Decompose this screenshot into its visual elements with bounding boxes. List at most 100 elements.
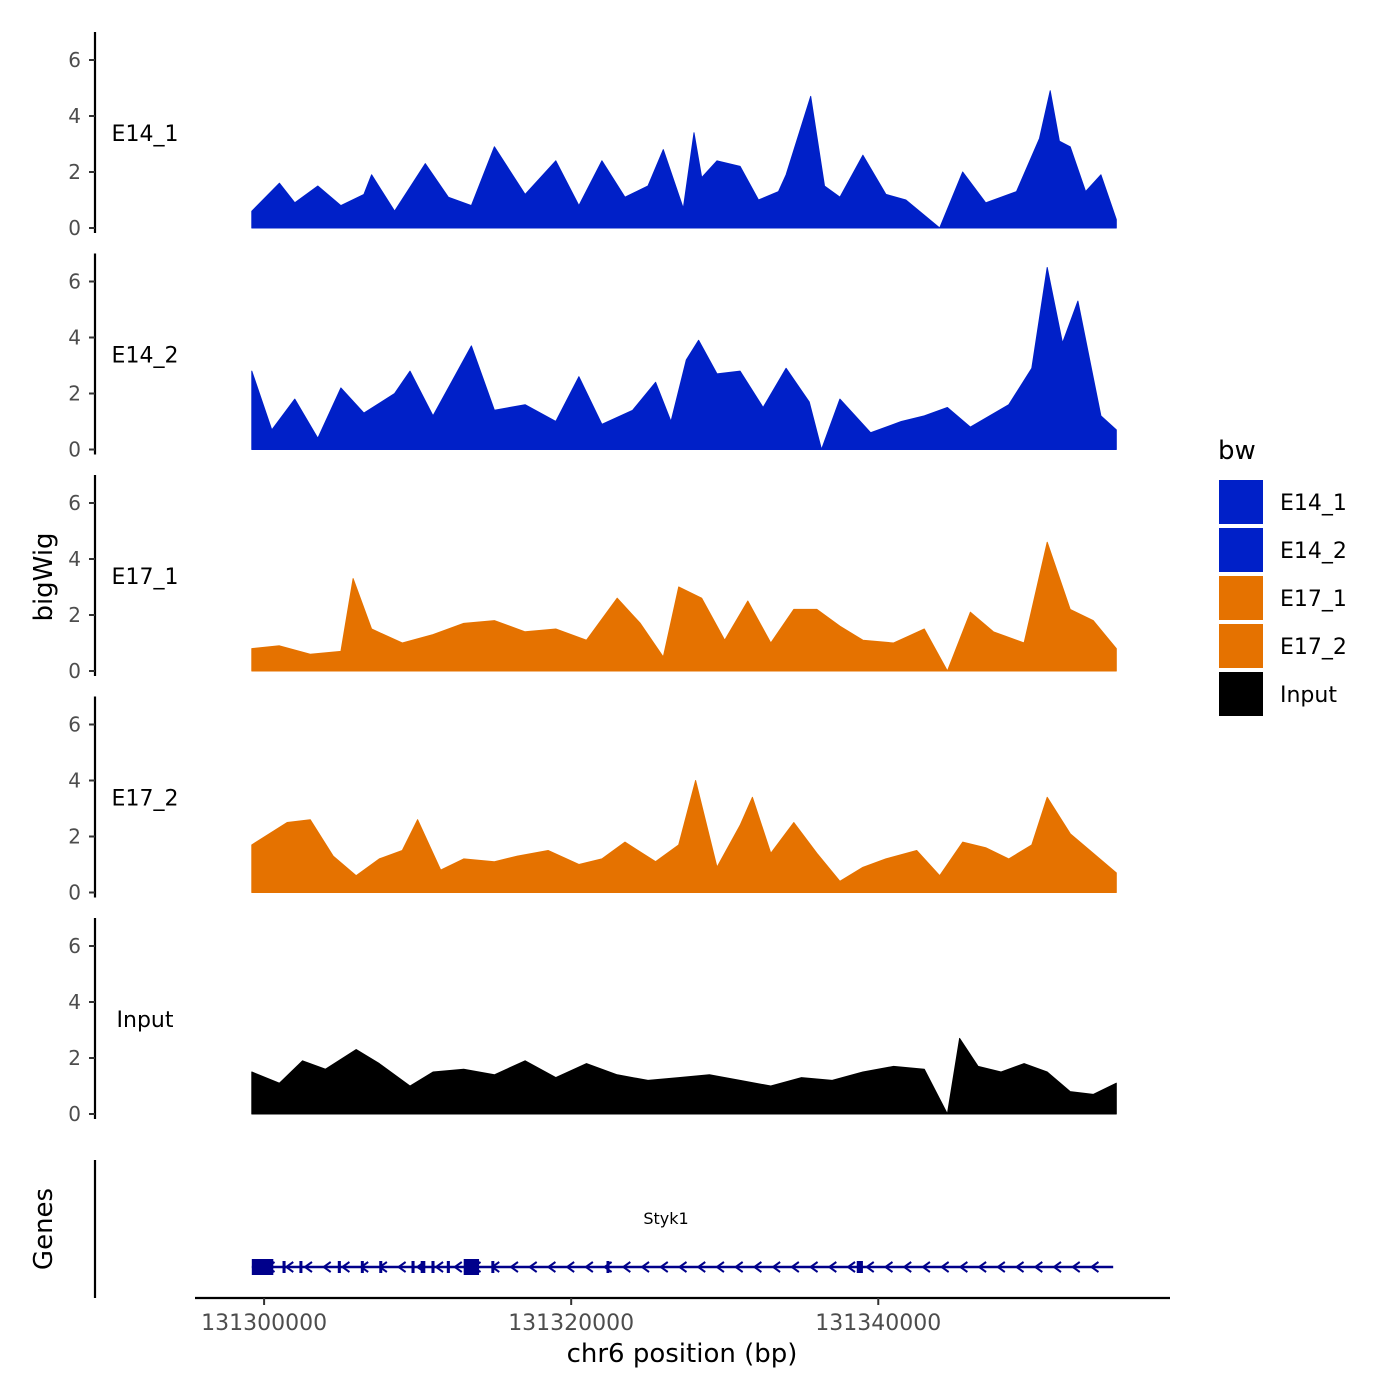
genes-panel-title: Genes: [29, 1188, 59, 1270]
coverage-area: [251, 1037, 1117, 1115]
y-tick-label: 0: [68, 1102, 81, 1126]
x-axis: chr6 position (bp) 131300000 131320000 131…: [195, 1296, 1170, 1369]
track-panel-e14-2: 0 2 4 6 E14_2: [68, 253, 1117, 462]
gene-exon: [463, 1259, 480, 1275]
strand-arrow: [752, 1261, 762, 1273]
y-tick-label: 2: [68, 382, 81, 406]
strand-arrow: [527, 1261, 538, 1273]
strand-arrow: [902, 1261, 912, 1273]
legend-title: bw: [1218, 436, 1256, 466]
strand-arrow: [303, 1261, 313, 1273]
legend-label: E14_1: [1280, 491, 1347, 516]
gene-exon: [360, 1261, 364, 1273]
y-tick-label: 6: [68, 491, 81, 515]
track-panel-e17-2: 0 2 4 6 E17_2: [68, 696, 1117, 905]
strand-arrow: [434, 1261, 444, 1273]
strand-arrow: [1014, 1261, 1025, 1273]
strand-arrow: [977, 1261, 987, 1273]
y-tick-label: 0: [68, 659, 81, 683]
y-tick-label: 2: [68, 160, 81, 184]
y-tick-label: 4: [68, 547, 81, 571]
strand-arrow: [808, 1261, 819, 1273]
strand-arrow: [715, 1261, 725, 1273]
coverage-area: [251, 780, 1117, 893]
strand-arrow: [790, 1261, 800, 1273]
y-tick-label: 0: [68, 438, 81, 462]
strand-arrow: [883, 1261, 894, 1273]
strand-arrow: [696, 1261, 706, 1273]
x-tick-label: 131300000: [201, 1311, 327, 1336]
track-label: Input: [117, 1008, 174, 1033]
strand-arrow: [996, 1261, 1006, 1273]
y-tick-label: 2: [68, 1046, 81, 1070]
x-axis-title: chr6 position (bp): [567, 1339, 798, 1369]
strand-arrow: [771, 1261, 781, 1273]
y-tick-label: 6: [68, 270, 81, 294]
strand-arrow: [1052, 1261, 1062, 1273]
legend-swatch: [1219, 576, 1263, 620]
strand-arrow: [827, 1261, 837, 1273]
x-tick-label: 131320000: [508, 1311, 634, 1336]
coverage-area: [251, 541, 1117, 672]
y-tick-label: 4: [68, 990, 81, 1014]
gene-exon: [337, 1261, 341, 1273]
strand-arrow: [284, 1261, 294, 1273]
coverage-area: [251, 267, 1117, 450]
legend-swatch: [1219, 624, 1263, 668]
y-tick-label: 0: [68, 881, 81, 905]
coverage-area: [251, 90, 1117, 229]
coverage-tracks: 0 2 4 6 E14_1 0 2 4 6 E14_2 0 2 4 6 E17_1 0 2 4 6 E17_2 0 2 4 6…: [68, 32, 1117, 1126]
legend-swatch: [1219, 528, 1263, 572]
legend-swatch: [1219, 480, 1263, 524]
strand-arrow: [565, 1261, 575, 1273]
y-tick-label: 6: [68, 713, 81, 737]
track-panel-e14-1: 0 2 4 6 E14_1: [68, 32, 1117, 240]
strand-arrow: [865, 1261, 875, 1273]
gene-exon: [299, 1261, 303, 1273]
strand-arrow: [921, 1261, 931, 1273]
legend: bw E14_1 E14_2 E17_1 E17_2 Input: [1218, 436, 1347, 716]
legend-label: E14_2: [1280, 539, 1347, 564]
strand-arrow: [958, 1261, 968, 1273]
legend-label: E17_1: [1280, 587, 1347, 612]
y-tick-label: 6: [68, 48, 81, 72]
y-tick-label: 4: [68, 326, 81, 350]
strand-arrow: [939, 1261, 950, 1273]
strand-arrow: [509, 1261, 519, 1273]
strand-arrow: [640, 1261, 650, 1273]
track-label: E17_1: [112, 565, 179, 590]
strand-arrow: [733, 1261, 744, 1273]
y-axis-title: bigWig: [29, 532, 59, 621]
legend-swatch: [1219, 672, 1263, 716]
gene-exon: [491, 1261, 495, 1273]
strand-arrow: [677, 1261, 688, 1273]
strand-arrow: [846, 1261, 856, 1273]
track-label: E14_2: [112, 344, 179, 369]
strand-arrow: [396, 1261, 407, 1273]
strand-arrow: [1089, 1261, 1100, 1273]
strand-arrow: [1033, 1261, 1043, 1273]
track-label: E17_2: [112, 787, 179, 812]
y-tick-label: 0: [68, 216, 81, 240]
y-tick-label: 6: [68, 934, 81, 958]
gene-exon: [282, 1261, 286, 1273]
gene-exon: [379, 1261, 383, 1273]
gene-exon: [411, 1261, 415, 1273]
gene-exon: [431, 1261, 435, 1273]
gene-exon: [420, 1261, 426, 1273]
strand-arrow: [584, 1261, 594, 1273]
gene-exon: [856, 1261, 863, 1273]
gene-label: Styk1: [643, 1209, 688, 1228]
y-tick-label: 2: [68, 603, 81, 627]
strand-arrow: [546, 1261, 557, 1273]
y-tick-label: 4: [68, 104, 81, 128]
gene-exon: [606, 1261, 610, 1273]
y-tick-label: 4: [68, 769, 81, 793]
gene-annotation-panel: Genes Styk1: [29, 1160, 1114, 1298]
strand-arrow: [321, 1261, 332, 1273]
y-tick-label: 2: [68, 825, 81, 849]
track-panel-e17-1: 0 2 4 6 E17_1: [68, 475, 1117, 683]
strand-arrow: [340, 1261, 351, 1273]
gene-exon: [251, 1259, 274, 1275]
